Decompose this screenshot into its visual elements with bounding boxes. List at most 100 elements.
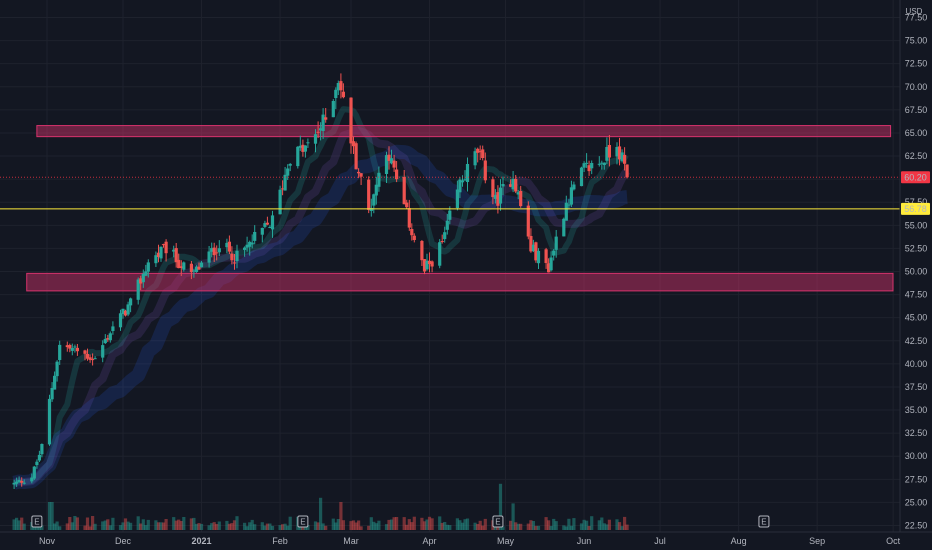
candle[interactable] <box>93 356 97 360</box>
candle[interactable] <box>235 244 239 269</box>
candle[interactable] <box>83 349 87 361</box>
candle[interactable] <box>562 217 566 237</box>
candle[interactable] <box>301 139 305 157</box>
candle[interactable] <box>15 477 19 487</box>
candle[interactable] <box>372 193 376 214</box>
candle[interactable] <box>384 151 389 183</box>
candle[interactable] <box>75 344 79 356</box>
candle[interactable] <box>430 260 434 273</box>
candle[interactable] <box>440 234 444 244</box>
candle[interactable] <box>103 334 107 344</box>
candle[interactable] <box>420 240 424 266</box>
earnings-badge[interactable]: E <box>297 515 309 528</box>
candle[interactable] <box>336 80 340 95</box>
candle[interactable] <box>547 258 551 273</box>
candle[interactable] <box>260 227 264 243</box>
candle[interactable] <box>20 477 24 487</box>
time-axis[interactable]: Nov Dec 2021 Feb Mar Apr May Jun Jul Aug Sep Oct <box>39 536 901 546</box>
candle[interactable] <box>17 476 21 483</box>
candle[interactable] <box>123 309 128 317</box>
candle[interactable] <box>73 344 77 353</box>
candle[interactable] <box>582 161 586 172</box>
candle[interactable] <box>493 189 497 204</box>
candle[interactable] <box>455 180 459 211</box>
candle[interactable] <box>37 450 41 462</box>
candle[interactable] <box>607 135 611 167</box>
candle[interactable] <box>298 135 302 151</box>
candle[interactable] <box>161 243 166 248</box>
earnings-badge[interactable]: E <box>31 515 43 528</box>
candle[interactable] <box>458 176 462 199</box>
candle[interactable] <box>144 264 148 277</box>
candle[interactable] <box>172 245 176 258</box>
candle[interactable] <box>395 161 399 183</box>
candle[interactable] <box>410 223 414 241</box>
candle[interactable] <box>473 147 477 170</box>
candle[interactable] <box>217 240 221 256</box>
candle[interactable] <box>476 147 480 163</box>
candle[interactable] <box>278 185 282 215</box>
candle[interactable] <box>101 340 105 363</box>
candle[interactable] <box>438 239 442 269</box>
candle[interactable] <box>615 142 619 165</box>
candle[interactable] <box>412 233 416 243</box>
candle[interactable] <box>422 259 427 275</box>
candle[interactable] <box>531 239 535 253</box>
candle[interactable] <box>357 168 361 179</box>
candle[interactable] <box>283 167 287 191</box>
candle[interactable] <box>549 251 553 272</box>
candle[interactable] <box>572 181 576 191</box>
candle[interactable] <box>465 157 470 192</box>
candle[interactable] <box>121 308 125 319</box>
candle[interactable] <box>174 243 178 268</box>
candle[interactable] <box>369 198 373 217</box>
candle[interactable] <box>600 160 604 170</box>
candle[interactable] <box>263 220 267 229</box>
candle[interactable] <box>590 160 594 175</box>
candle[interactable] <box>367 176 371 214</box>
candle[interactable] <box>534 241 538 263</box>
candle[interactable] <box>331 99 335 118</box>
candle[interactable] <box>402 170 406 205</box>
candle[interactable] <box>270 210 275 238</box>
candle[interactable] <box>324 108 328 123</box>
candle[interactable] <box>501 176 505 196</box>
candle[interactable] <box>526 201 530 240</box>
candle[interactable] <box>156 244 161 263</box>
candle[interactable] <box>88 354 92 363</box>
candle[interactable] <box>387 146 391 170</box>
candle[interactable] <box>189 261 193 280</box>
candle[interactable] <box>313 129 318 153</box>
candle[interactable] <box>70 343 74 356</box>
candle[interactable] <box>349 97 353 154</box>
candle[interactable] <box>483 152 487 184</box>
candle[interactable] <box>194 265 199 273</box>
candle[interactable] <box>463 170 467 181</box>
candle[interactable] <box>334 87 338 110</box>
candle[interactable] <box>141 269 145 288</box>
candle[interactable] <box>341 83 345 99</box>
price-axis[interactable]: 77.5075.0072.5070.0067.5065.0062.5060.00… <box>905 13 928 531</box>
zone-2[interactable] <box>26 272 894 292</box>
candle[interactable] <box>516 190 520 200</box>
candle[interactable] <box>35 459 39 469</box>
candle[interactable] <box>617 137 622 166</box>
candle[interactable] <box>498 179 503 211</box>
candle[interactable] <box>12 479 16 489</box>
candle[interactable] <box>389 149 394 165</box>
candle[interactable] <box>55 360 59 382</box>
candle[interactable] <box>579 166 584 187</box>
candle[interactable] <box>564 195 568 221</box>
candle[interactable] <box>106 334 110 342</box>
candle[interactable] <box>321 108 325 139</box>
candle[interactable] <box>159 246 163 262</box>
candle[interactable] <box>354 141 358 170</box>
candle[interactable] <box>303 145 307 158</box>
candle[interactable] <box>91 353 95 366</box>
earnings-badge[interactable]: E <box>492 515 504 528</box>
candle[interactable] <box>40 443 44 458</box>
candle[interactable] <box>230 246 234 265</box>
candle[interactable] <box>445 214 449 235</box>
candle[interactable] <box>243 246 247 257</box>
candle[interactable] <box>286 164 290 180</box>
